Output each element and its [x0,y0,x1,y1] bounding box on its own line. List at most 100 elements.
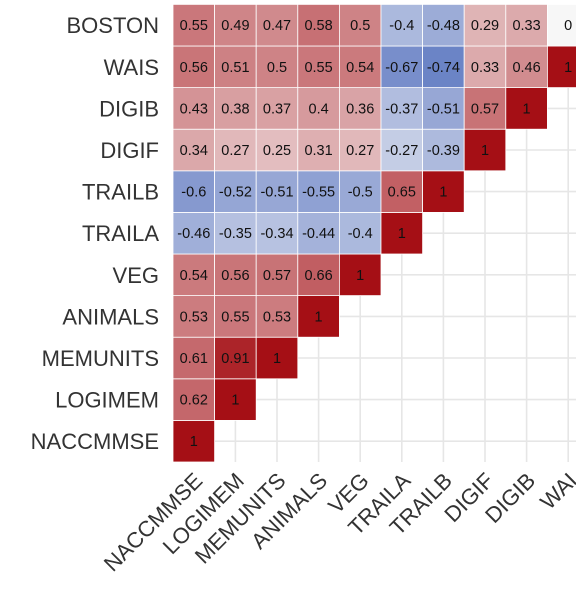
heatmap-cell [214,295,257,338]
y-tick-label: DIGIF [100,138,159,163]
heatmap-cell [463,45,507,88]
heatmap-cell [422,4,465,47]
cell-value-label: -0.39 [427,143,460,159]
heatmap-cell [297,45,340,88]
cell-value-label: 0.25 [263,143,291,159]
cell-value-label: 0.58 [304,18,332,34]
cell-value-label: 0.37 [263,101,291,117]
heatmap-cell [338,170,382,213]
cell-value-label: 1 [398,226,406,242]
cell-value-label: 0.91 [221,351,249,367]
heatmap-cell [338,4,382,47]
cell-value-label: 0.5 [267,60,287,76]
cell-value-label: 0.57 [263,268,291,284]
cell-value-label: 0.55 [180,18,208,34]
heatmap-cell [380,45,423,88]
x-tick-label: WAI [535,468,576,514]
heatmap-cell [214,253,257,296]
cell-layer: 1 0.62 1 0.61 0.91 1 0.53 0.55 0.53 1 0.54 0.56 0.57… [172,4,576,463]
cell-value-label: 1 [439,185,447,201]
x-axis-labels: NACCMMSELOGIMEMMEMUNITSANIMALSVEGTRAILAT… [99,468,576,577]
heatmap-cell [547,45,576,88]
cell-value-label: 0.51 [221,60,249,76]
cell-value-label: -0.55 [302,185,335,201]
heatmap-cell [214,4,257,47]
cell-value-label: 1 [523,101,531,117]
cell-value-label: -0.52 [219,185,252,201]
cell-value-label: -0.74 [427,60,460,76]
cell-value-label: -0.48 [427,18,460,34]
y-tick-label: WAIS [104,55,159,80]
cell-value-label: 0.55 [221,309,249,325]
heatmap-cell [297,128,340,172]
cell-value-label: 0.56 [180,60,208,76]
cell-value-label: 0.27 [221,143,249,159]
cell-value-label: 0.33 [471,60,499,76]
cell-value-label: -0.27 [385,143,418,159]
cell-value-label: 0.4 [309,101,329,117]
heatmap-cell [297,211,340,255]
cell-value-label: 0.53 [263,309,291,325]
y-tick-label: BOSTON [66,13,159,38]
heatmap-cell [172,253,215,296]
heatmap-cell [172,170,215,213]
heatmap-cell [172,87,215,130]
cell-value-label: 0.65 [388,185,416,201]
y-tick-label: DIGIB [99,96,159,121]
heatmap-cell [214,211,257,255]
cell-value-label: 0.36 [346,101,374,117]
heatmap-cell [255,211,299,255]
cell-value-label: 0.66 [304,268,332,284]
heatmap-cell [422,128,465,172]
cell-value-label: -0.4 [389,18,414,34]
y-tick-label: NACCMMSE [31,429,159,454]
cell-value-label: 0.38 [221,101,249,117]
cell-value-label: 0.54 [346,60,374,76]
y-tick-label: ANIMALS [62,304,159,329]
cell-value-label: 1 [231,393,239,409]
cell-value-label: 0.33 [512,18,540,34]
heatmap-cell [214,128,257,172]
heatmap-cell [172,211,215,255]
heatmap-cell [255,295,299,338]
cell-value-label: -0.46 [177,226,210,242]
cell-value-label: 0.57 [471,101,499,117]
heatmap-cell [255,253,299,296]
heatmap-cell [255,170,299,213]
cell-value-label: 1 [481,143,489,159]
cell-value-label: 0.31 [304,143,332,159]
cell-value-label: -0.4 [348,226,373,242]
cell-value-label: 0.62 [180,393,208,409]
cell-value-label: 0 [564,18,572,34]
cell-value-label: 0.5 [350,18,370,34]
y-tick-label: TRAILA [82,221,159,246]
heatmap-cell [214,87,257,130]
y-tick-label: LOGIMEM [55,388,159,413]
heatmap-cell [172,295,215,338]
y-tick-label: VEG [113,263,159,288]
cell-value-label: 0.43 [180,101,208,117]
cell-value-label: 0.55 [304,60,332,76]
cell-value-label: -0.51 [427,101,460,117]
heatmap-cell [297,295,340,338]
cell-value-label: -0.44 [302,226,335,242]
heatmap-cell [463,128,507,172]
cell-value-label: 0.29 [471,18,499,34]
heatmap-cell [297,4,340,47]
y-tick-label: TRAILB [82,180,159,205]
cell-value-label: -0.51 [260,185,293,201]
heatmap-cell [422,170,465,213]
heatmap-cell [214,378,257,421]
cell-value-label: 0.54 [180,268,208,284]
cell-value-label: 0.61 [180,351,208,367]
heatmap-cell [380,211,423,255]
heatmap-cell [505,4,548,47]
cell-value-label: 0.34 [180,143,208,159]
heatmap-cell [172,128,215,172]
cell-value-label: 1 [356,268,364,284]
cell-value-label: 1 [564,60,572,76]
heatmap-cell [547,4,576,47]
cell-value-label: 1 [315,309,323,325]
cell-value-label: 0.46 [512,60,540,76]
